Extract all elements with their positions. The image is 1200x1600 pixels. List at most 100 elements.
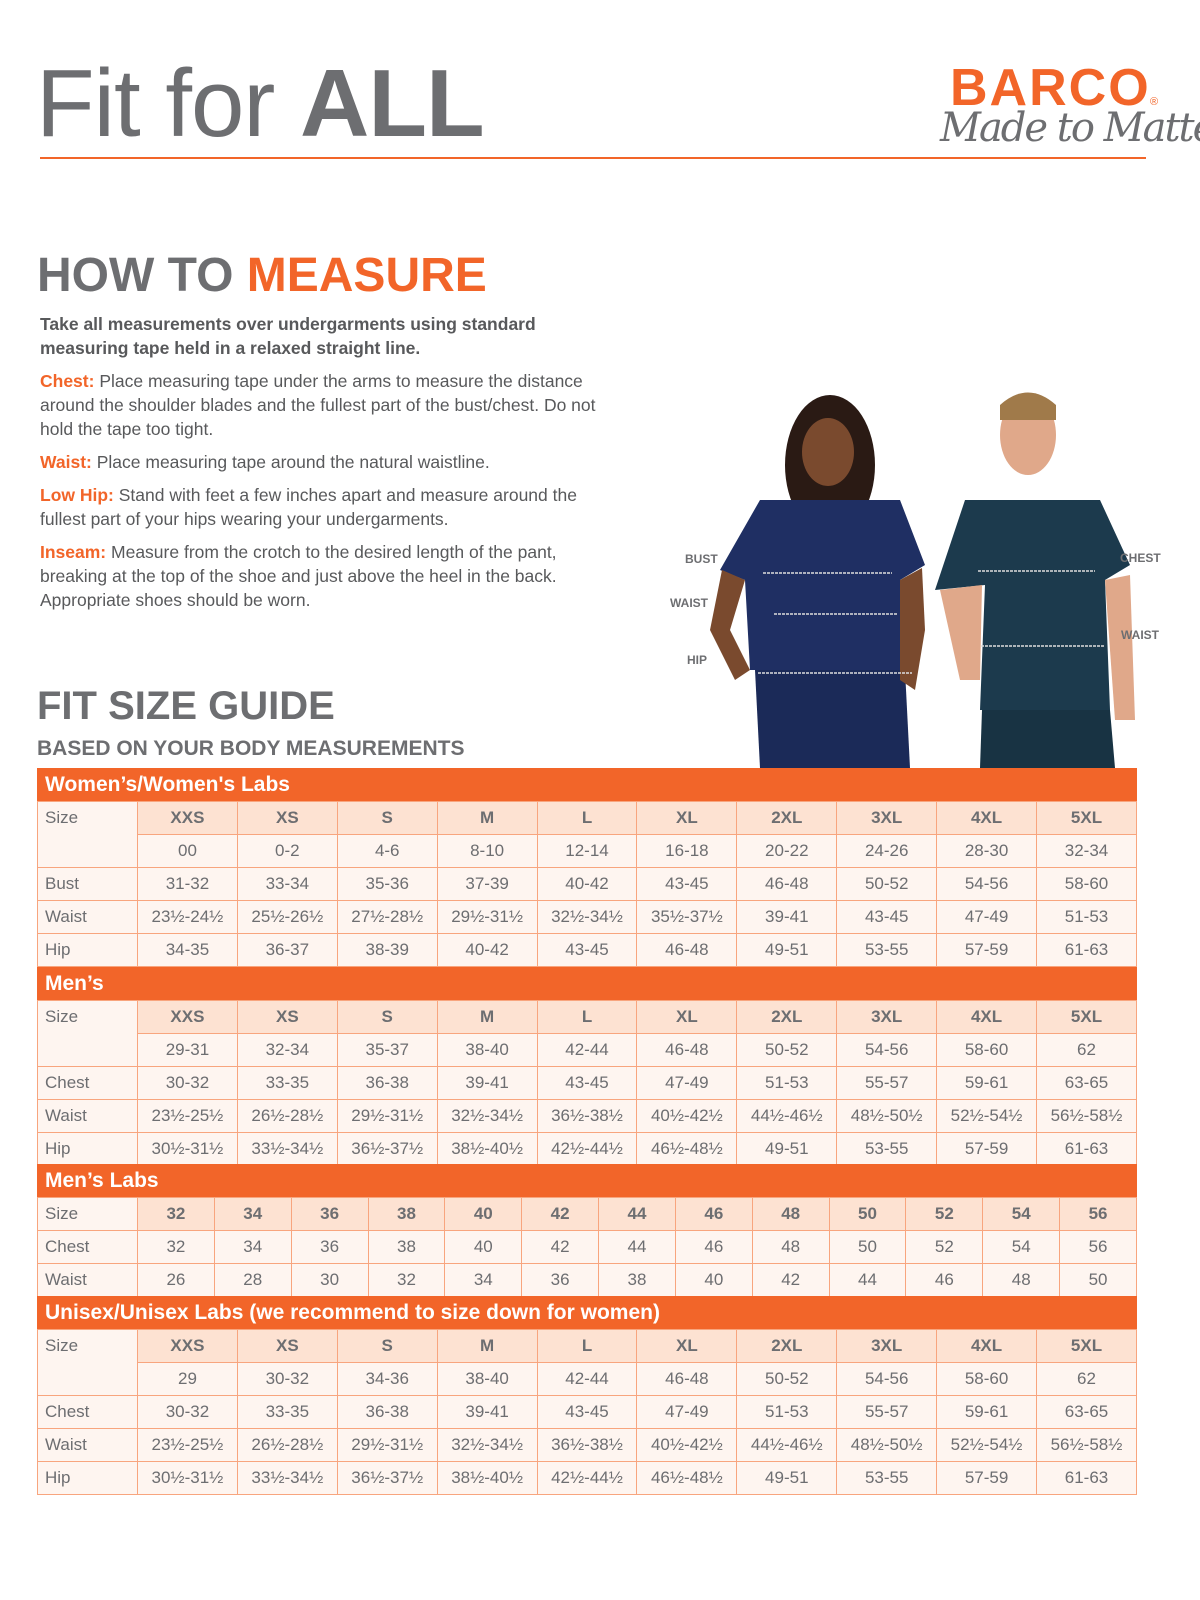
- size-table: Size XXS XS S M L XL 2XL 3XL 4XL 5XL 29-31 32-34 35-3…: [37, 1000, 1137, 1166]
- size-header-cell: XS: [236, 1329, 338, 1363]
- numeric-size-cell: 58-60: [936, 1362, 1038, 1396]
- instruction-label: Inseam:: [40, 542, 107, 562]
- size-header-cell: 40: [444, 1197, 523, 1231]
- measurement-cell: 38: [598, 1263, 676, 1297]
- size-header-cell: 52: [905, 1197, 984, 1231]
- measurement-cell: 26½-28½: [236, 1099, 338, 1133]
- size-header-cell: 44: [598, 1197, 676, 1231]
- measurement-cell: 33½-34½: [236, 1461, 338, 1495]
- measurement-cell: 33½-34½: [236, 1132, 338, 1166]
- size-header-cell: 32: [137, 1197, 215, 1231]
- measurement-cell: 36-37: [236, 933, 338, 967]
- measurement-cell: 50-52: [836, 867, 938, 901]
- row-label: Waist: [37, 1263, 138, 1297]
- numeric-size-cell: 50-52: [736, 1362, 838, 1396]
- measurement-cell: 30½-31½: [137, 1461, 238, 1495]
- measurement-cell: 23½-25½: [137, 1428, 238, 1462]
- measurement-cell: 37-39: [436, 867, 538, 901]
- instruction-hip: Low Hip: Stand with feet a few inches ap…: [40, 483, 620, 531]
- models-figure: [710, 392, 1135, 768]
- waist-label: WAIST: [670, 596, 708, 610]
- numeric-size-cell: 16-18: [636, 834, 738, 868]
- measurement-cell: 40-42: [536, 867, 638, 901]
- measurement-cell: 61-63: [1036, 1461, 1137, 1495]
- size-header-cell: 50: [828, 1197, 907, 1231]
- numeric-size-cell: 42-44: [536, 1033, 638, 1067]
- size-header-cell: 3XL: [836, 801, 938, 835]
- woman-model: [710, 395, 925, 768]
- instruction-inseam: Inseam: Measure from the crotch to the d…: [40, 540, 620, 612]
- row-label: Waist: [37, 1428, 138, 1462]
- measurement-cell: 40½-42½: [636, 1099, 738, 1133]
- instruction-waist: Waist: Place measuring tape around the n…: [40, 450, 620, 474]
- brand-logo: BARCO: [950, 59, 1151, 117]
- measurement-cell: 23½-25½: [137, 1099, 238, 1133]
- size-header-cell: 56: [1059, 1197, 1137, 1231]
- numeric-size-row: 00 0-2 4-6 8-10 12-14 16-18 20-22 24-26 28-30 32-…: [38, 834, 1137, 868]
- numeric-size-row: 29-31 32-34 35-37 38-40 42-44 46-48 50-52 54-56…: [38, 1033, 1137, 1067]
- fit-size-guide-subtitle: BASED ON YOUR BODY MEASUREMENTS: [37, 737, 465, 760]
- section-title: Women’s/Women's Labs: [37, 768, 1137, 801]
- row-label: Hip: [37, 1132, 138, 1166]
- numeric-size-cell: 30-32: [236, 1362, 338, 1396]
- measurement-cell: 51-53: [736, 1395, 838, 1429]
- measurement-cell: 55-57: [836, 1395, 938, 1429]
- numeric-size-cell: 42-44: [536, 1362, 638, 1396]
- measurement-cell: 42½-44½: [536, 1461, 638, 1495]
- instruction-text: Measure from the crotch to the desired l…: [40, 542, 557, 610]
- man-model: [935, 392, 1135, 768]
- table-row: Bust 31-32 33-34 35-36 37-39 40-42 43-45 46-48 5…: [37, 867, 1137, 901]
- measurement-cell: 59-61: [936, 1066, 1038, 1100]
- size-header-cell: 3XL: [836, 1000, 938, 1034]
- measurement-cell: 40: [674, 1263, 753, 1297]
- measurement-cell: 42: [751, 1263, 830, 1297]
- measurement-cell: 33-34: [236, 867, 338, 901]
- measurement-cell: 34-35: [137, 933, 238, 967]
- measurement-cell: 47-49: [636, 1066, 738, 1100]
- size-header-cell: 5XL: [1036, 1329, 1137, 1363]
- table-row: Waist 26 28 30 32 34 36 38 40 42 44 46 48 50: [37, 1263, 1137, 1297]
- measurement-cell: 32½-34½: [436, 1099, 538, 1133]
- numeric-size-cell: 38-40: [436, 1033, 538, 1067]
- measurement-cell: 48½-50½: [836, 1099, 938, 1133]
- size-header-cell: 5XL: [1036, 1000, 1137, 1034]
- measurement-cell: 47-49: [636, 1395, 738, 1429]
- measurement-cell: 43-45: [836, 900, 938, 934]
- size-header-cell: 5XL: [1036, 801, 1137, 835]
- size-header-cell: XL: [636, 1329, 738, 1363]
- measurement-cell: 32½-34½: [536, 900, 638, 934]
- size-header-cell: 54: [982, 1197, 1061, 1231]
- measurement-cell: 30-32: [137, 1395, 238, 1429]
- numeric-size-cell: 46-48: [636, 1033, 738, 1067]
- measurement-cell: 53-55: [836, 1132, 938, 1166]
- size-table: Size XXS XS S M L XL 2XL 3XL 4XL 5XL 29 30-32 34-36 38…: [37, 1329, 1137, 1495]
- size-header-cell: 36: [290, 1197, 369, 1231]
- size-header-cell: XS: [236, 801, 338, 835]
- measurement-cell: 48: [751, 1230, 830, 1264]
- numeric-size-cell: 32-34: [1036, 834, 1137, 868]
- section-title: Men’s: [37, 967, 1137, 1000]
- numeric-size-cell: 12-14: [536, 834, 638, 868]
- table-row: Hip 30½-31½ 33½-34½ 36½-37½ 38½-40½ 42½-44½ 46…: [37, 1461, 1137, 1495]
- measurement-cell: 30: [290, 1263, 369, 1297]
- measurement-cell: 38½-40½: [436, 1132, 538, 1166]
- measurement-cell: 34: [213, 1230, 292, 1264]
- measurement-cell: 44: [598, 1230, 676, 1264]
- measurement-cell: 46½-48½: [636, 1461, 738, 1495]
- table-row: Hip 30½-31½ 33½-34½ 36½-37½ 38½-40½ 42½-44½ 46…: [37, 1132, 1137, 1166]
- measure-intro: Take all measurements over undergarments…: [40, 314, 536, 358]
- numeric-size-cell: 0-2: [236, 834, 338, 868]
- registered-mark: ®: [1150, 96, 1159, 108]
- size-header-cell: S: [336, 801, 438, 835]
- instruction-label: Low Hip:: [40, 485, 114, 505]
- measurement-cell: 36-38: [336, 1395, 438, 1429]
- measurement-cell: 35½-37½: [636, 900, 738, 934]
- measurement-cell: 28: [213, 1263, 292, 1297]
- size-header-cell: L: [536, 1000, 638, 1034]
- measurement-cell: 38: [367, 1230, 446, 1264]
- numeric-size-cell: 29-31: [137, 1033, 238, 1067]
- measurement-cell: 43-45: [536, 1066, 638, 1100]
- measurement-cell: 43-45: [536, 933, 638, 967]
- measurement-cell: 32: [367, 1263, 446, 1297]
- numeric-size-cell: 8-10: [436, 834, 538, 868]
